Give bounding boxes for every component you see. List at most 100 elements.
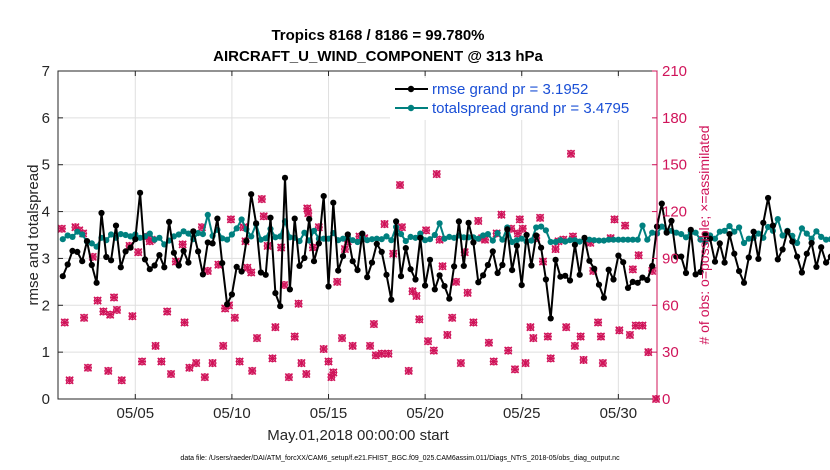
- obs-assimilated-marker: [253, 334, 262, 343]
- legend-rmse-marker: [407, 85, 415, 93]
- obs-assimilated-marker: [536, 213, 545, 222]
- totalspread-point-109: [586, 236, 593, 243]
- rmse-point-136: [716, 240, 723, 247]
- rmse-point-4: [79, 258, 86, 265]
- rmse-point-56: [330, 199, 337, 206]
- totalspread-point-90: [494, 230, 501, 237]
- obs-assimilated-marker: [377, 349, 386, 358]
- obs-assimilated-marker: [93, 296, 102, 305]
- rmse-point-42: [262, 271, 269, 278]
- x-tick-label-4: 05/25: [503, 405, 541, 422]
- rmse-point-31: [209, 240, 216, 247]
- rmse-point-9: [103, 253, 110, 261]
- rmse-point-67: [383, 271, 390, 278]
- totalspread-point-102: [552, 238, 559, 246]
- totalspread-point-156: [813, 228, 820, 235]
- rmse-point-119: [634, 279, 641, 286]
- totalspread-point-72: [407, 233, 414, 240]
- rmse-point-147: [769, 222, 777, 229]
- obs-assimilated-marker: [200, 373, 209, 382]
- obs-point-35: [208, 358, 217, 368]
- totalspread-point-159: [827, 236, 830, 243]
- obs-assimilated-marker: [570, 341, 579, 350]
- obs-assimilated-marker: [429, 346, 438, 355]
- obs-point-25: [163, 307, 172, 316]
- obs-assimilated-marker: [333, 277, 342, 286]
- obs-point-28: [178, 240, 187, 249]
- totalspread-point-88: [484, 231, 491, 238]
- rmse-point-70: [397, 273, 405, 280]
- obs-point-136: [598, 358, 608, 368]
- totalspread-point-140: [736, 224, 743, 231]
- totalspread-point-139: [731, 228, 738, 235]
- y-tick-label-3: 3: [42, 250, 50, 267]
- y2-tick-label-6: 180: [662, 110, 687, 127]
- totalspread-point-100: [542, 227, 550, 234]
- obs-point-111: [510, 365, 520, 374]
- obs-assimilated-marker: [185, 363, 194, 372]
- totalspread-point-58: [339, 235, 347, 242]
- totalspread-point-20: [156, 234, 163, 241]
- totalspread-point-77: [431, 231, 438, 239]
- obs-point-48: [252, 333, 262, 343]
- obs-assimilated-marker: [579, 355, 588, 364]
- rmse-point-62: [359, 230, 366, 237]
- obs-assimilated-marker: [397, 223, 406, 232]
- obs-point-112: [513, 229, 523, 238]
- obs-point-126: [562, 322, 571, 332]
- obs-assimilated-marker: [180, 318, 189, 327]
- rmse-point-64: [368, 259, 376, 266]
- rmse-point-84: [465, 219, 472, 226]
- rmse-point-157: [818, 244, 825, 251]
- totalspread-point-52: [310, 227, 318, 234]
- data-file-footnote: data file: /Users/raeder/DAI/ATM_forcXX/…: [180, 455, 620, 462]
- rmse-point-110: [591, 265, 598, 272]
- obs-assimilated-marker: [366, 341, 375, 350]
- rmse-point-107: [576, 271, 583, 278]
- obs-point-57: [290, 332, 299, 341]
- totalspread-point-4: [79, 231, 86, 238]
- rmse-point-80: [446, 295, 453, 302]
- rmse-point-75: [422, 282, 429, 289]
- rmse-point-98: [533, 232, 540, 239]
- rmse-point-127: [673, 253, 680, 260]
- y2-tick-label-0: 0: [662, 391, 670, 408]
- rmse-point-132: [697, 268, 704, 276]
- obs-assimilated-marker: [576, 332, 585, 341]
- totalspread-point-111: [595, 237, 603, 244]
- totalspread-point-87: [480, 232, 487, 239]
- rmse-point-138: [726, 231, 733, 238]
- rmse-point-58: [339, 253, 347, 260]
- totalspread-point-25: [180, 228, 187, 235]
- rmse-point-21: [161, 264, 168, 271]
- rmse-point-129: [682, 269, 690, 277]
- y-tick-label-2: 2: [42, 297, 50, 314]
- totalspread-point-107: [576, 238, 583, 245]
- totalspread-point-127: [673, 229, 680, 236]
- obs-point-46: [247, 268, 256, 277]
- obs-point-6: [79, 313, 89, 322]
- obs-assimilated-marker: [157, 357, 166, 366]
- obs-point-0: [57, 224, 67, 233]
- totalspread-point-128: [678, 231, 685, 238]
- rmse-point-93: [508, 267, 516, 274]
- rmse-point-150: [784, 228, 791, 235]
- obs-point-84: [397, 223, 407, 232]
- y2-tick-label-4: 120: [662, 204, 687, 221]
- obs-point-145: [638, 321, 647, 330]
- y-tick-label-0: 0: [42, 391, 50, 408]
- obs-assimilated-marker: [369, 320, 378, 329]
- obs-point-73: [348, 341, 357, 351]
- totalspread-point-65: [373, 235, 380, 242]
- obs-point-141: [625, 330, 635, 340]
- totalspread-point-138: [726, 223, 733, 230]
- y2-tick-label-1: 30: [662, 344, 679, 361]
- rmse-point-114: [610, 276, 617, 283]
- totalspread-point-124: [658, 223, 665, 230]
- rmse-point-59: [344, 231, 351, 238]
- rmse-point-111: [595, 281, 603, 288]
- x-tick-label-5: 05/30: [600, 405, 638, 422]
- rmse-point-18: [146, 266, 153, 273]
- totalspread-point-24: [175, 231, 182, 238]
- obs-assimilated-marker: [230, 313, 239, 322]
